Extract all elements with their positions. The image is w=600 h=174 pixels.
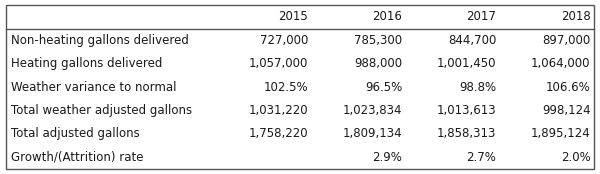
- Text: 2015: 2015: [278, 10, 308, 23]
- Text: 844,700: 844,700: [448, 34, 496, 47]
- Text: 1,031,220: 1,031,220: [248, 104, 308, 117]
- Text: 2.0%: 2.0%: [560, 151, 590, 164]
- Text: 2.7%: 2.7%: [466, 151, 496, 164]
- Text: 1,858,313: 1,858,313: [437, 127, 496, 140]
- Text: 2.9%: 2.9%: [373, 151, 402, 164]
- Text: Total adjusted gallons: Total adjusted gallons: [11, 127, 140, 140]
- Text: Heating gallons delivered: Heating gallons delivered: [11, 57, 162, 70]
- Text: 785,300: 785,300: [354, 34, 402, 47]
- Text: 2016: 2016: [373, 10, 402, 23]
- Text: 2018: 2018: [560, 10, 590, 23]
- Text: 1,001,450: 1,001,450: [437, 57, 496, 70]
- Text: 1,057,000: 1,057,000: [249, 57, 308, 70]
- Text: 727,000: 727,000: [260, 34, 308, 47]
- Text: 1,013,613: 1,013,613: [437, 104, 496, 117]
- Text: 2017: 2017: [466, 10, 496, 23]
- Text: 1,064,000: 1,064,000: [531, 57, 590, 70]
- Text: 998,124: 998,124: [542, 104, 590, 117]
- Text: Non-heating gallons delivered: Non-heating gallons delivered: [11, 34, 188, 47]
- Text: 102.5%: 102.5%: [263, 81, 308, 93]
- Text: Weather variance to normal: Weather variance to normal: [11, 81, 176, 93]
- Text: 1,023,834: 1,023,834: [343, 104, 402, 117]
- Text: Total weather adjusted gallons: Total weather adjusted gallons: [11, 104, 192, 117]
- Text: 1,758,220: 1,758,220: [248, 127, 308, 140]
- Text: 988,000: 988,000: [354, 57, 402, 70]
- Text: 897,000: 897,000: [542, 34, 590, 47]
- Text: 1,895,124: 1,895,124: [530, 127, 590, 140]
- Text: 96.5%: 96.5%: [365, 81, 402, 93]
- Text: 98.8%: 98.8%: [459, 81, 496, 93]
- Text: 106.6%: 106.6%: [545, 81, 590, 93]
- Text: 1,809,134: 1,809,134: [343, 127, 402, 140]
- Text: Growth/(Attrition) rate: Growth/(Attrition) rate: [11, 151, 143, 164]
